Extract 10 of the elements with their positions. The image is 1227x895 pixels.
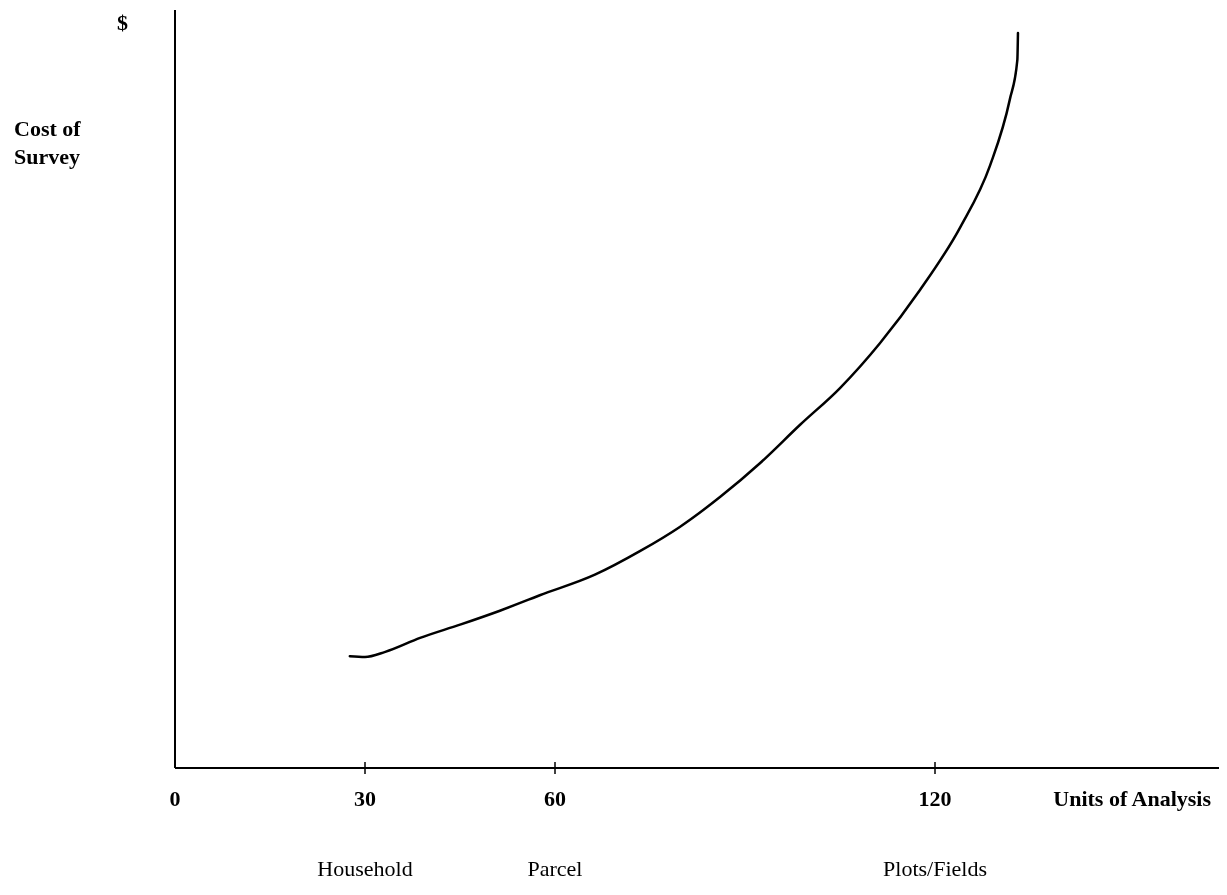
x-tick-label: 60: [544, 786, 566, 811]
text: Household: [317, 856, 413, 881]
text: Plots/Fields: [883, 856, 987, 881]
text: $: [117, 10, 128, 35]
x-axis-title: Units of Analysis: [1053, 786, 1212, 811]
x-tick-label: 0: [169, 786, 181, 811]
y-axis-title: Cost of Survey: [14, 116, 82, 169]
text: Parcel: [527, 856, 583, 881]
x-tick-label: 30: [354, 786, 376, 811]
x-tick-label: 120: [918, 786, 952, 811]
